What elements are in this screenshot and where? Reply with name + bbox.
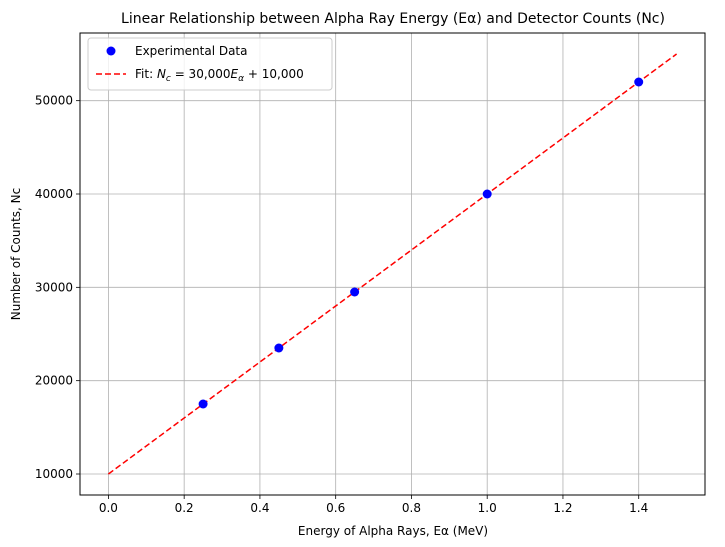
x-axis-label: Energy of Alpha Rays, Eα (MeV) bbox=[298, 524, 488, 538]
y-tick-label: 50000 bbox=[35, 94, 73, 108]
axis-ticks: 0.0 0.2 0.4 0.6 0.8 1.0 1.2 1.4 10000 20000 30000 4… bbox=[35, 94, 648, 515]
data-point bbox=[482, 189, 492, 199]
x-tick-label: 1.4 bbox=[629, 501, 648, 515]
x-tick-label: 0.0 bbox=[99, 501, 118, 515]
x-tick-label: 0.4 bbox=[250, 501, 269, 515]
data-point bbox=[198, 399, 208, 409]
legend-fit-label: Fit: Nc = 30,000Eα + 10,000 bbox=[135, 67, 304, 84]
y-tick-label: 30000 bbox=[35, 280, 73, 294]
data-point bbox=[350, 287, 360, 297]
axes-frame bbox=[79, 32, 706, 496]
x-tick-label: 0.6 bbox=[326, 501, 345, 515]
y-tick-label: 40000 bbox=[35, 187, 73, 201]
plot-area: 0.0 0.2 0.4 0.6 0.8 1.0 1.2 1.4 10000 20000 30000 4… bbox=[35, 32, 706, 515]
legend-fit-eq: = 30,000 bbox=[171, 67, 231, 81]
data-point bbox=[274, 343, 284, 353]
legend-fit-n-sub: c bbox=[166, 74, 171, 84]
legend-box bbox=[87, 37, 333, 91]
x-tick-label: 1.2 bbox=[553, 501, 572, 515]
legend-scatter-marker bbox=[106, 46, 116, 56]
chart-title: Linear Relationship between Alpha Ray En… bbox=[121, 11, 665, 27]
x-tick-label: 1.0 bbox=[478, 501, 497, 515]
legend-fit-e: E bbox=[231, 67, 239, 81]
data-points-layer bbox=[198, 77, 644, 409]
legend: Experimental Data Fit: Nc = 30,000Eα + 1… bbox=[87, 37, 333, 91]
legend-scatter-label: Experimental Data bbox=[135, 44, 248, 58]
x-tick-label: 0.8 bbox=[402, 501, 421, 515]
y-tick-label: 20000 bbox=[35, 374, 73, 388]
legend-fit-tail: + 10,000 bbox=[244, 67, 304, 81]
legend-fit-n: N bbox=[157, 67, 166, 81]
y-axis-label: Number of Counts, Nc bbox=[9, 188, 23, 321]
y-tick-label: 10000 bbox=[35, 467, 73, 481]
data-point bbox=[634, 77, 644, 87]
legend-fit-e-sub: α bbox=[238, 74, 244, 84]
legend-fit-prefix: Fit: bbox=[135, 67, 157, 81]
x-tick-label: 0.2 bbox=[175, 501, 194, 515]
grid-lines bbox=[80, 33, 705, 495]
